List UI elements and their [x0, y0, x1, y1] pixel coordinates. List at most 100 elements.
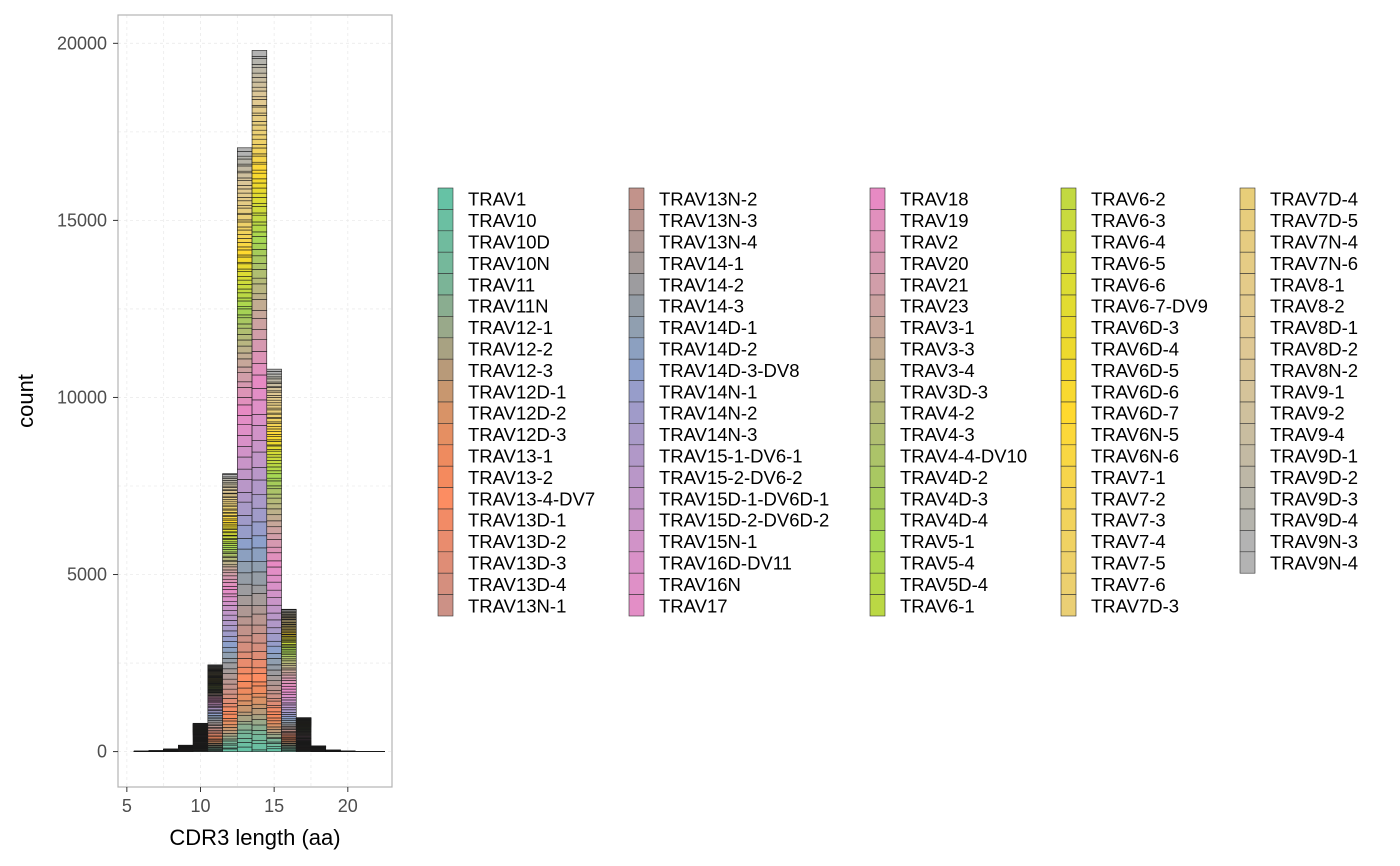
bar-segment — [266, 589, 282, 598]
bar-segment — [266, 450, 282, 456]
legend-label: TRAV6N-6 — [1091, 446, 1179, 467]
legend-label: TRAV14-1 — [659, 253, 744, 274]
bar-segment — [222, 683, 238, 690]
legend-key — [437, 594, 454, 617]
legend-entry: TRAV13N-4 — [628, 230, 757, 253]
legend-label: TRAV4D-4 — [900, 510, 988, 531]
bar-segment — [266, 383, 282, 388]
bar-segment — [266, 546, 282, 554]
bar-segment — [237, 249, 253, 256]
legend-key — [869, 209, 886, 232]
legend-entry: TRAV14N-3 — [628, 423, 757, 445]
bar-segment — [266, 436, 282, 441]
legend-key — [869, 337, 886, 360]
bar-segment — [237, 180, 253, 186]
bar-segment — [251, 212, 268, 216]
legend-entry: TRAV7-3 — [1060, 508, 1166, 531]
legend-label: TRAV3-3 — [900, 339, 975, 360]
bar-segment — [281, 712, 297, 715]
bar-segment — [251, 714, 268, 720]
legend-entry: TRAV4-4-DV10 — [869, 444, 1027, 467]
bar-segment — [251, 605, 268, 615]
legend-label: TRAV7-5 — [1091, 553, 1166, 574]
bar-segment — [251, 67, 268, 74]
bar-segment — [222, 569, 238, 574]
legend-key — [1060, 380, 1077, 403]
bar-segment — [237, 381, 253, 388]
bar-segment — [251, 724, 268, 731]
bar-segment — [266, 391, 282, 396]
bar-segment — [281, 688, 297, 693]
legend-label: TRAV4-2 — [900, 403, 975, 424]
bar-segment — [251, 178, 268, 184]
legend-entry: TRAV20 — [869, 251, 969, 274]
legend-label: TRAV6-5 — [1091, 253, 1166, 274]
bar-segment — [266, 454, 282, 458]
legend-entry: TRAV16D-DV11 — [628, 551, 792, 574]
bar-segment — [222, 497, 238, 500]
bar-segment — [266, 645, 282, 654]
legend-key — [1239, 530, 1256, 553]
legend-key — [869, 251, 886, 274]
bar-segment — [222, 586, 238, 590]
legend-label: TRAV13D-4 — [468, 574, 566, 595]
bar-segment — [237, 714, 253, 722]
bar-segment — [237, 372, 253, 383]
bar-segment — [237, 317, 253, 325]
legend-entry: TRAV15N-1 — [628, 530, 757, 553]
legend-label: TRAV6-6 — [1091, 274, 1166, 295]
legend-label: TRAV14N-2 — [659, 403, 757, 424]
bar-segment — [266, 466, 282, 472]
legend-label: TRAV13-1 — [468, 446, 553, 467]
bar-segment — [251, 467, 268, 481]
legend-entry: TRAV6-5 — [1060, 251, 1166, 274]
legend-key — [437, 273, 454, 296]
legend-label: TRAV15-1-DV6-1 — [659, 446, 803, 467]
bar-segment — [266, 707, 282, 713]
histogram-bar — [207, 664, 223, 752]
legend-key — [869, 423, 886, 446]
legend-entry: TRAV5-1 — [869, 530, 975, 553]
legend-label: TRAV5D-4 — [900, 574, 988, 595]
bar-segment — [222, 698, 238, 704]
bar-segment — [237, 746, 253, 752]
x-tick-label: 5 — [122, 796, 132, 816]
legend-key — [1060, 358, 1077, 381]
bar-segment — [251, 667, 268, 674]
bar-segment — [281, 691, 297, 695]
legend-entry: TRAV18 — [869, 187, 969, 210]
legend-entry: TRAV19 — [869, 209, 969, 232]
bar-segment — [237, 292, 253, 299]
bar-segment — [266, 680, 282, 686]
legend-label: TRAV6D-7 — [1091, 403, 1179, 424]
histogram-bar — [222, 473, 238, 752]
bar-segment — [237, 681, 253, 689]
legend-entry: TRAV7N-6 — [1239, 251, 1358, 274]
bar-segment — [237, 583, 253, 596]
bar-segment — [251, 214, 268, 223]
histogram-bar — [163, 748, 179, 752]
legend-entry: TRAV12D-3 — [437, 423, 566, 445]
bar-segment — [251, 451, 268, 468]
bar-segment — [237, 705, 253, 713]
bar-segment — [251, 202, 268, 207]
legend-entry: TRAV6-3 — [1060, 209, 1166, 231]
bar-segment — [237, 616, 253, 626]
bar-segment — [251, 106, 268, 114]
bar-segment — [237, 548, 253, 562]
legend-key — [628, 358, 645, 381]
legend-key — [1060, 465, 1077, 488]
legend-key — [437, 380, 454, 403]
bar-segment — [251, 231, 268, 237]
legend-entry: TRAV13-2 — [437, 465, 553, 488]
legend-entry: TRAV13D-4 — [437, 572, 566, 595]
bar-segment — [266, 726, 282, 730]
bar-segment — [222, 572, 238, 577]
bar-segment — [266, 508, 282, 516]
legend-key — [628, 251, 645, 274]
bar-segment — [266, 700, 282, 706]
legend-label: TRAV11 — [468, 274, 535, 295]
bar-segment — [266, 485, 282, 490]
legend-label: TRAV9D-1 — [1270, 446, 1358, 467]
bar-segment — [222, 703, 238, 708]
